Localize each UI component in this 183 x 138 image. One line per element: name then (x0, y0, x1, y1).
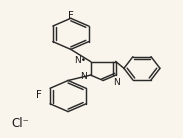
Text: F: F (68, 11, 74, 21)
Text: Cl⁻: Cl⁻ (11, 117, 29, 130)
Text: N: N (113, 78, 120, 87)
Text: N•: N• (74, 56, 87, 65)
Text: F: F (36, 90, 42, 100)
Text: N: N (80, 72, 87, 81)
